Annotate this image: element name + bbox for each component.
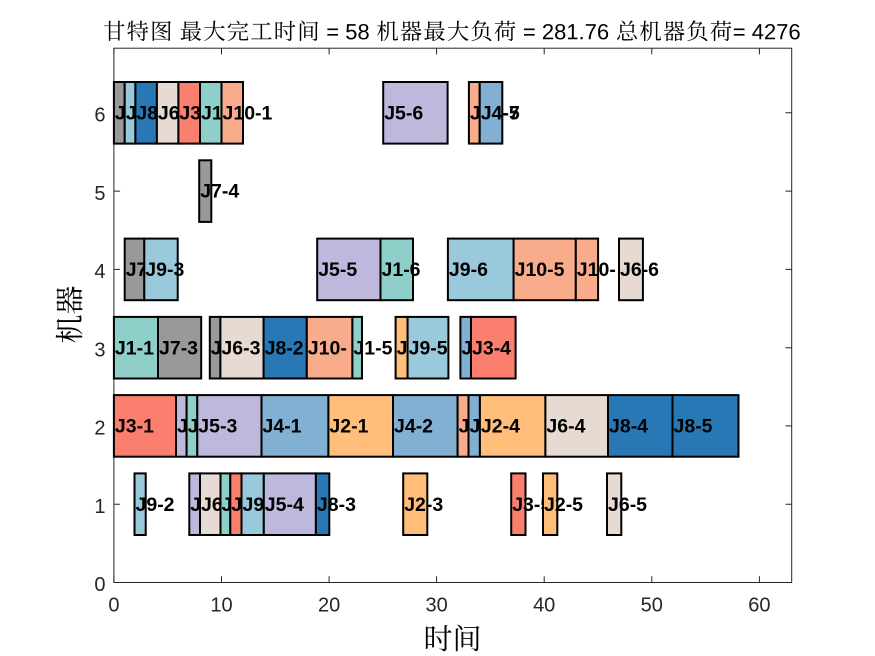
svg-text:J3-4: J3-4 bbox=[472, 337, 511, 359]
svg-text:J9-5: J9-5 bbox=[409, 337, 448, 359]
svg-text:J6-5: J6-5 bbox=[608, 494, 647, 516]
svg-text:J10-: J10- bbox=[577, 259, 616, 281]
svg-text:10: 10 bbox=[210, 595, 232, 617]
svg-text:J9-3: J9-3 bbox=[145, 259, 184, 281]
svg-text:3: 3 bbox=[94, 339, 105, 361]
svg-text:J8-3: J8-3 bbox=[317, 494, 356, 516]
svg-text:0: 0 bbox=[94, 574, 105, 596]
svg-text:6: 6 bbox=[94, 105, 105, 127]
svg-text:J4-1: J4-1 bbox=[263, 416, 302, 438]
svg-text:5: 5 bbox=[94, 183, 105, 205]
svg-text:40: 40 bbox=[533, 595, 555, 617]
svg-text:J10-5: J10-5 bbox=[515, 259, 565, 281]
svg-text:20: 20 bbox=[318, 595, 340, 617]
svg-text:J1-5: J1-5 bbox=[353, 337, 392, 359]
svg-text:J2-3: J2-3 bbox=[404, 494, 443, 516]
svg-text:J7-3: J7-3 bbox=[159, 337, 198, 359]
svg-text:2: 2 bbox=[94, 418, 105, 440]
svg-text:50: 50 bbox=[641, 595, 663, 617]
svg-text:1: 1 bbox=[94, 496, 105, 518]
svg-text:J6-6: J6-6 bbox=[620, 259, 659, 281]
svg-text:J4-5: J4-5 bbox=[481, 102, 520, 124]
svg-text:60: 60 bbox=[748, 595, 770, 617]
svg-text:J10-: J10- bbox=[308, 337, 347, 359]
svg-text:J8-4: J8-4 bbox=[609, 416, 648, 438]
svg-text:J10-1: J10-1 bbox=[223, 102, 273, 124]
svg-text:J8-2: J8-2 bbox=[265, 337, 304, 359]
svg-text:J5-5: J5-5 bbox=[318, 259, 357, 281]
svg-text:4: 4 bbox=[94, 261, 105, 283]
svg-text:J7-4: J7-4 bbox=[200, 181, 239, 203]
svg-text:J6-4: J6-4 bbox=[546, 416, 585, 438]
svg-text:J1-6: J1-6 bbox=[382, 259, 421, 281]
svg-text:J9-2: J9-2 bbox=[136, 494, 175, 516]
svg-text:J3-1: J3-1 bbox=[115, 416, 154, 438]
svg-text:J6-3: J6-3 bbox=[221, 337, 260, 359]
svg-text:J4-2: J4-2 bbox=[394, 416, 433, 438]
svg-text:J3-5: J3-5 bbox=[512, 494, 551, 516]
svg-text:J5-3: J5-3 bbox=[198, 416, 237, 438]
svg-text:J2-5: J2-5 bbox=[544, 494, 583, 516]
svg-text:J8-5: J8-5 bbox=[674, 416, 713, 438]
svg-text:J5-4: J5-4 bbox=[265, 494, 304, 516]
svg-text:30: 30 bbox=[425, 595, 447, 617]
svg-text:J1-1: J1-1 bbox=[115, 337, 154, 359]
svg-text:J2-1: J2-1 bbox=[329, 416, 368, 438]
svg-text:J9-6: J9-6 bbox=[449, 259, 488, 281]
svg-text:J5-6: J5-6 bbox=[384, 102, 423, 124]
svg-text:J2-4: J2-4 bbox=[481, 416, 520, 438]
svg-text:0: 0 bbox=[108, 595, 119, 617]
